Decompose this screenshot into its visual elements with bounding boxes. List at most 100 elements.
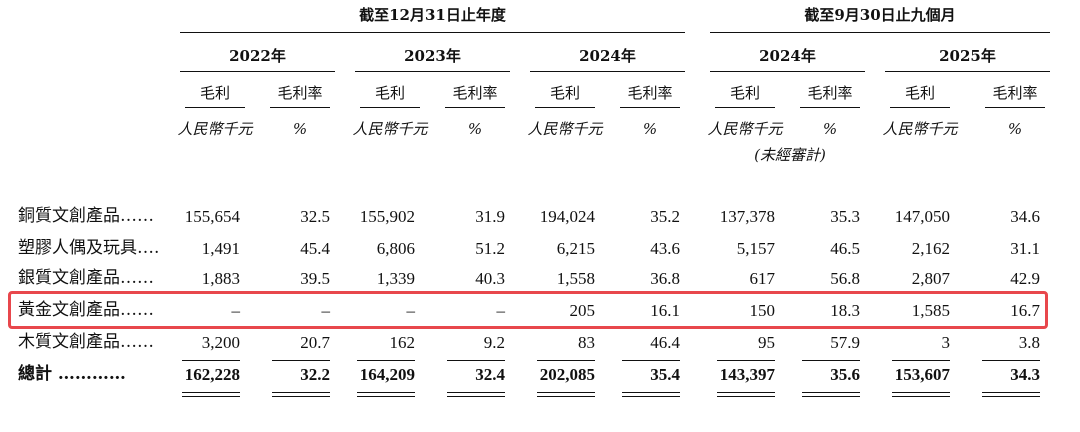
double-underline bbox=[272, 396, 330, 397]
table-cell: 155,654 bbox=[184, 207, 240, 226]
table-cell: 51.2 bbox=[475, 239, 505, 258]
row-label: 塑膠人偶及玩具…. bbox=[18, 238, 160, 258]
col-margin-2023: 毛利率 bbox=[452, 84, 498, 102]
row-label: 銀質文創產品…… bbox=[18, 268, 154, 288]
table-cell: 1,339 bbox=[376, 269, 415, 288]
divider bbox=[355, 71, 510, 72]
col-gross-2022: 毛利 bbox=[199, 84, 230, 102]
table-cell: 164,209 bbox=[359, 365, 415, 384]
table-cell: 45.4 bbox=[300, 239, 330, 258]
divider bbox=[710, 71, 865, 72]
table-cell: 155,902 bbox=[359, 207, 415, 226]
divider bbox=[180, 32, 685, 33]
year-header-2024: 2024年 bbox=[579, 47, 636, 65]
divider bbox=[620, 107, 680, 108]
table-cell: 1,585 bbox=[911, 301, 950, 320]
double-underline bbox=[892, 396, 950, 397]
divider bbox=[800, 107, 860, 108]
double-underline bbox=[622, 396, 680, 397]
divider bbox=[445, 107, 505, 108]
total-row-label: 總計 ………… bbox=[18, 364, 126, 384]
double-underline bbox=[357, 392, 415, 393]
subtotal-line bbox=[272, 360, 330, 361]
table-cell: 153,607 bbox=[894, 365, 950, 384]
col-margin-2024-nine: 毛利率 bbox=[807, 84, 853, 102]
table-cell: 31.9 bbox=[475, 207, 505, 226]
table-cell: 32.4 bbox=[475, 365, 505, 384]
double-underline bbox=[802, 392, 860, 393]
col-gross-2023: 毛利 bbox=[374, 84, 405, 102]
table-cell: 16.7 bbox=[1010, 301, 1040, 320]
divider bbox=[360, 107, 420, 108]
table-cell: 32.2 bbox=[300, 365, 330, 384]
table-cell: 46.5 bbox=[830, 239, 860, 258]
table-cell: 35.6 bbox=[830, 365, 860, 384]
table-cell: 6,806 bbox=[376, 239, 415, 258]
table-cell: – bbox=[406, 301, 416, 320]
subtotal-line bbox=[717, 360, 775, 361]
divider bbox=[270, 107, 330, 108]
table-cell: 42.9 bbox=[1010, 269, 1040, 288]
double-underline bbox=[447, 392, 505, 393]
subtotal-line bbox=[182, 360, 240, 361]
table-cell: 2,162 bbox=[911, 239, 950, 258]
table-cell: 1,883 bbox=[201, 269, 240, 288]
table-cell: 20.7 bbox=[300, 333, 330, 352]
unit-rmb: 人民幣千元 bbox=[707, 120, 783, 138]
table-cell: 46.4 bbox=[650, 333, 680, 352]
table-cell: 35.4 bbox=[650, 365, 680, 384]
table-cell: – bbox=[231, 301, 241, 320]
table-cell: 9.2 bbox=[483, 333, 505, 352]
header-year-ended: 截至12月31日止年度 bbox=[359, 6, 506, 24]
unaudited-note: (未經審計) bbox=[754, 146, 826, 164]
row-label: 銅質文創產品…… bbox=[18, 206, 154, 226]
table-cell: 40.3 bbox=[475, 269, 505, 288]
table-cell: – bbox=[496, 301, 506, 320]
unit-pct: % bbox=[642, 120, 658, 138]
table-cell: 16.1 bbox=[650, 301, 680, 320]
double-underline bbox=[622, 392, 680, 393]
double-underline bbox=[357, 396, 415, 397]
double-underline bbox=[272, 392, 330, 393]
unit-pct: % bbox=[822, 120, 838, 138]
year-header-2025: 2025年 bbox=[939, 47, 996, 65]
col-gross-2024: 毛利 bbox=[549, 84, 580, 102]
table-cell: 57.9 bbox=[830, 333, 860, 352]
col-gross-2025: 毛利 bbox=[904, 84, 935, 102]
double-underline bbox=[537, 392, 595, 393]
double-underline bbox=[447, 396, 505, 397]
table-cell: 150 bbox=[749, 301, 776, 320]
table-cell: 18.3 bbox=[830, 301, 860, 320]
subtotal-line bbox=[447, 360, 505, 361]
row-label: 木質文創產品…… bbox=[18, 332, 154, 352]
highlight-box bbox=[8, 291, 1048, 329]
table-cell: 35.3 bbox=[830, 207, 860, 226]
divider bbox=[535, 107, 595, 108]
table-cell: – bbox=[321, 301, 331, 320]
table-cell: 5,157 bbox=[736, 239, 775, 258]
subtotal-line bbox=[622, 360, 680, 361]
table-cell: 31.1 bbox=[1010, 239, 1040, 258]
table-cell: 162 bbox=[389, 333, 416, 352]
divider bbox=[180, 71, 335, 72]
table-cell: 1,491 bbox=[201, 239, 240, 258]
double-underline bbox=[537, 396, 595, 397]
subtotal-line bbox=[537, 360, 595, 361]
double-underline bbox=[802, 396, 860, 397]
double-underline bbox=[182, 396, 240, 397]
year-header-2022: 2022年 bbox=[229, 47, 286, 65]
table-cell: 205 bbox=[569, 301, 596, 320]
table-cell: 1,558 bbox=[556, 269, 595, 288]
divider bbox=[530, 71, 685, 72]
table-cell: 3.8 bbox=[1018, 333, 1040, 352]
table-cell: 34.6 bbox=[1010, 207, 1040, 226]
table-cell: 32.5 bbox=[300, 207, 330, 226]
table-cell: 3 bbox=[941, 333, 951, 352]
table-cell: 56.8 bbox=[830, 269, 860, 288]
table-cell: 36.8 bbox=[650, 269, 680, 288]
table-cell: 147,050 bbox=[894, 207, 950, 226]
double-underline bbox=[982, 396, 1040, 397]
subtotal-line bbox=[802, 360, 860, 361]
col-gross-2024-nine: 毛利 bbox=[729, 84, 760, 102]
table-cell: 3,200 bbox=[201, 333, 240, 352]
